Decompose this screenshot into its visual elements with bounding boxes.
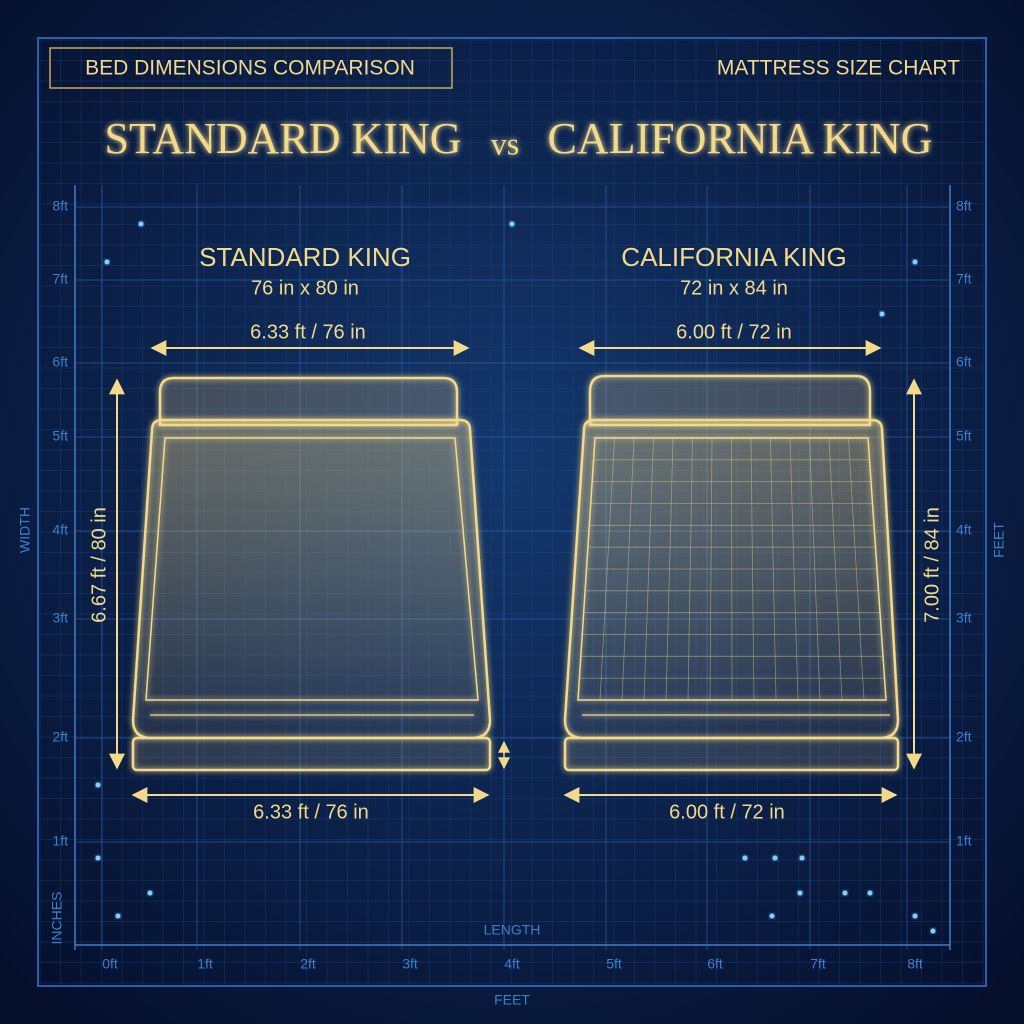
star [138,221,144,227]
right-tick-label: 2ft [956,729,972,745]
mattress-grid-line [828,437,843,701]
mattress-grid-line [709,437,713,701]
right-tick-label: 4ft [956,522,972,538]
left-tick-label: 6ft [52,354,68,370]
star [912,259,918,265]
mattress-grid-line [621,437,635,701]
mattress-grid-line [848,437,865,701]
bottom-tick-label: 0ft [102,956,118,972]
bed-size: 72 in x 84 in [680,277,788,299]
mattress-grid-line [789,437,799,701]
star [95,855,101,861]
mattress-grid-line [750,437,755,701]
title-left: STANDARD KING [104,114,461,163]
right-tick-label: 1ft [956,833,972,849]
star [867,890,873,896]
star [115,913,121,919]
top-width: 6.00 ft / 72 in [676,321,792,343]
mattress-grid-line [770,437,777,701]
mattress-grid-line [687,437,693,701]
header-right: MATTRESS SIZE CHART [717,57,960,80]
star [147,890,153,896]
left-axis-label: WIDTH [17,507,33,553]
bottom-width: 6.00 ft / 72 in [669,801,785,823]
bottom-tick-label: 3ft [402,956,418,972]
bottom-tick-label: 8ft [907,956,923,972]
left-tick-label: 3ft [52,610,68,626]
bottom-axis-units: FEET [494,992,530,1008]
title-middle: vs [491,125,519,161]
bed-size: 76 in x 80 in [251,277,359,299]
right-tick-label: 8ft [956,198,972,214]
mattress [131,376,492,772]
header-left: BED DIMENSIONS COMPARISON [85,57,415,80]
frame [37,37,987,987]
bottom-tick-label: 5ft [606,956,622,972]
left-tick-label: 8ft [52,198,68,214]
top-width: 6.33 ft / 76 in [250,321,366,343]
left-tick-label: 5ft [52,428,68,444]
star [930,928,936,934]
bottom-axis-label: LENGTH [484,922,541,938]
right-tick-label: 5ft [956,428,972,444]
mattress-grid-line [809,437,821,701]
right-tick-label: 7ft [956,271,972,287]
right-tick-label: 6ft [956,354,972,370]
mattress-grid-line [731,437,733,701]
bottom-width: 6.33 ft / 76 in [253,801,369,823]
mattress-grid-line [665,437,674,701]
bottom-tick-label: 2ft [300,956,316,972]
corner-axis-label: INCHES [49,892,65,945]
bottom-tick-label: 6ft [707,956,723,972]
bed-name: CALIFORNIA KING [621,242,846,272]
left-tick-label: 2ft [52,729,68,745]
star [509,221,515,227]
right-tick-label: 3ft [956,610,972,626]
bottom-tick-label: 1ft [197,956,213,972]
length: 6.67 ft / 80 in [88,507,110,623]
title-right: CALIFORNIA KING [548,114,933,163]
bottom-tick-label: 7ft [810,956,826,972]
mattress-grid-line [599,437,615,701]
mattress-grid [579,437,885,701]
left-tick-label: 1ft [52,833,68,849]
star [879,311,885,317]
title: STANDARD KING vs CALIFORNIA KING [104,114,932,163]
left-tick-label: 7ft [52,271,68,287]
mattress-grid-line [643,437,654,701]
right-axis-label: FEET [991,522,1007,558]
bottom-tick-label: 4ft [504,956,520,972]
star [797,890,803,896]
star [842,890,848,896]
star [799,855,805,861]
left-tick-label: 4ft [52,522,68,538]
star [95,782,101,788]
header-box [49,47,453,89]
star [742,855,748,861]
mattress [563,374,900,772]
star [104,259,110,265]
bed-name: STANDARD KING [199,242,411,272]
length: 7.00 ft / 84 in [921,507,943,623]
star [769,913,775,919]
star [772,855,778,861]
star [912,913,918,919]
